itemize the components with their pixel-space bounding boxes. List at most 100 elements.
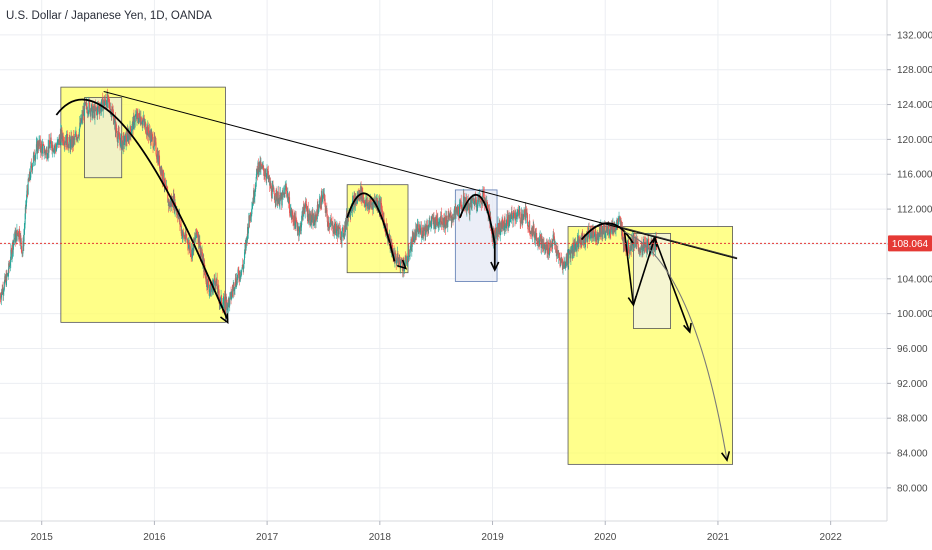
candle-body — [499, 222, 501, 235]
candle-body — [77, 138, 79, 139]
candle-body — [187, 239, 189, 245]
candle-body — [175, 209, 177, 212]
candle-body — [470, 201, 472, 204]
candle — [517, 205, 519, 218]
candle-body — [220, 297, 222, 303]
candle-body — [434, 218, 436, 229]
candle-body — [488, 210, 490, 215]
price-tick-label: 100.000 — [897, 309, 932, 320]
candle-body — [479, 197, 481, 202]
candle-body — [10, 249, 12, 263]
candle-body — [453, 213, 455, 220]
candle-body — [50, 137, 52, 142]
candle-body — [46, 157, 48, 159]
candle — [503, 219, 505, 227]
candle — [466, 203, 468, 212]
candle-body — [405, 255, 407, 261]
candle-body — [593, 232, 595, 238]
candle-body — [182, 231, 184, 234]
candle-body — [495, 230, 497, 237]
candle — [499, 218, 501, 239]
candle-body — [316, 204, 318, 220]
candle-body — [86, 103, 88, 109]
candle — [69, 132, 71, 142]
candle-body — [292, 211, 294, 216]
candle-body — [273, 188, 275, 194]
candle — [6, 269, 8, 287]
candle-body — [154, 136, 156, 142]
candle — [585, 235, 587, 238]
candle — [118, 126, 120, 139]
candle-body — [505, 224, 507, 226]
candle-body — [204, 270, 206, 273]
candle-body — [25, 199, 27, 207]
time-axis[interactable]: 2015 2016 2017 2018 2019 2020 2021 2022 — [31, 521, 843, 543]
candle-body — [339, 228, 341, 240]
candle — [509, 212, 511, 226]
candle-body — [536, 233, 538, 241]
candle-body — [522, 214, 524, 224]
candle-body — [151, 134, 153, 136]
candle-body — [546, 244, 548, 253]
candle-body — [315, 214, 317, 223]
candle-body — [476, 206, 478, 207]
candle — [122, 133, 124, 155]
candle-body — [529, 220, 531, 234]
candle — [231, 289, 233, 300]
candle-body — [56, 146, 58, 149]
candle-body — [16, 229, 18, 234]
candle — [179, 214, 181, 232]
candle-body — [117, 131, 119, 137]
candle — [189, 241, 191, 258]
candle-body — [333, 232, 335, 234]
candle — [126, 129, 128, 147]
time-tick-label: 2016 — [143, 532, 166, 543]
candle-body — [53, 147, 55, 152]
candle-body — [618, 221, 620, 223]
candle — [120, 133, 122, 148]
candle — [238, 266, 240, 283]
candle-body — [448, 215, 450, 216]
candle-body — [84, 102, 86, 117]
time-tick-label: 2020 — [594, 532, 617, 543]
candle-body — [587, 234, 589, 242]
candle-body — [313, 216, 315, 224]
candle-body — [397, 259, 399, 265]
candle-body — [508, 222, 510, 225]
candle-body — [89, 103, 91, 113]
candle — [560, 252, 562, 266]
candle — [297, 222, 299, 237]
candle-body — [308, 220, 310, 221]
candle-body — [511, 212, 513, 218]
price-tick-label: 116.000 — [897, 170, 932, 181]
price-series — [0, 88, 658, 317]
price-tick-label: 84.000 — [897, 449, 928, 460]
candle-body — [300, 225, 302, 231]
candle-body — [265, 174, 267, 177]
candle — [113, 109, 115, 125]
candle-body — [543, 247, 545, 250]
candle-body — [302, 207, 304, 220]
candle-body — [476, 206, 478, 208]
candle-body — [394, 253, 396, 263]
candle-body — [514, 213, 516, 219]
candle-body — [256, 168, 258, 170]
candle-body — [292, 220, 294, 222]
candle-body — [79, 122, 81, 129]
candle-body — [559, 258, 561, 267]
candle — [247, 227, 249, 239]
candle-body — [247, 227, 249, 234]
candle-body — [298, 232, 300, 236]
candle-body — [608, 232, 610, 234]
candle-body — [307, 208, 309, 221]
candle-body — [232, 286, 234, 292]
candle — [547, 239, 549, 255]
candle-body — [117, 136, 119, 143]
time-tick-label: 2019 — [481, 532, 504, 543]
candle-body — [506, 218, 508, 225]
candle — [276, 186, 278, 206]
candle-body — [404, 255, 406, 266]
candle-body — [253, 196, 255, 200]
candle — [279, 203, 281, 209]
